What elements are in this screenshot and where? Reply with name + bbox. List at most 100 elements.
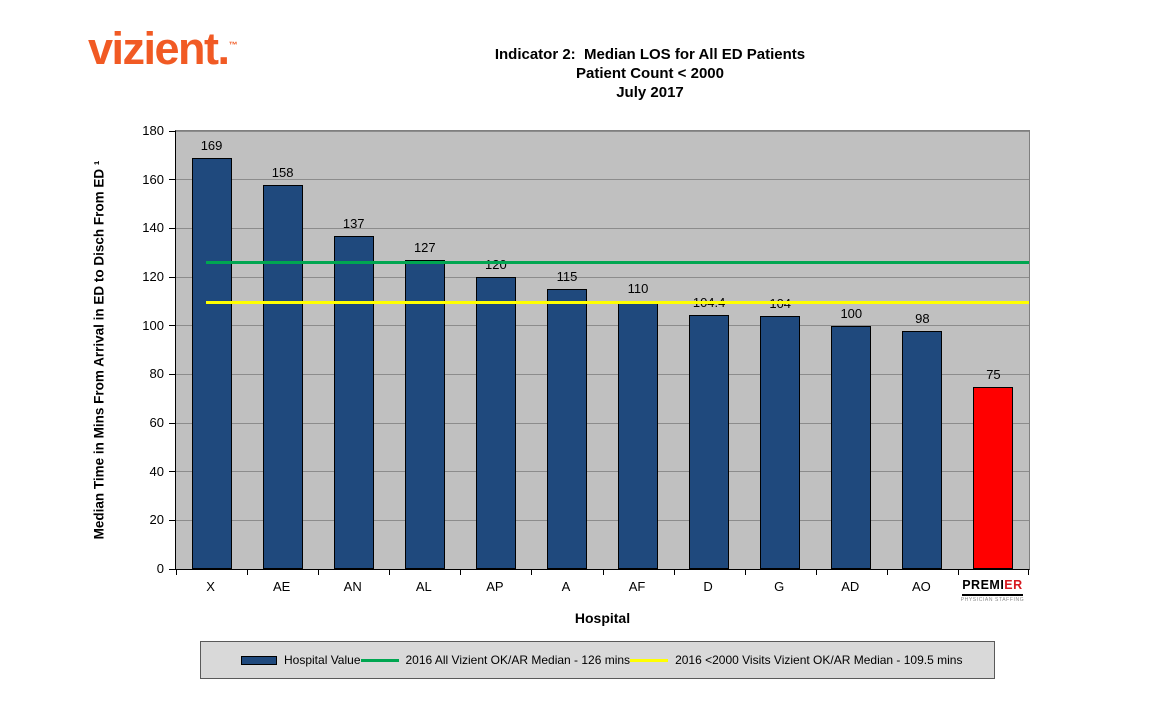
x-tick-mark	[744, 570, 746, 575]
vizient-logo-tm: ™	[228, 40, 238, 50]
x-tick-mark	[176, 570, 177, 575]
vizient-logo-text: vizient	[88, 23, 219, 74]
bar	[618, 301, 659, 569]
vizient-logo: vizient.™	[88, 26, 238, 71]
y-tick-label: 60	[149, 415, 164, 430]
y-tick-mark	[169, 325, 175, 327]
x-tick-label: AF	[628, 579, 646, 594]
x-tick-label: AE	[272, 579, 291, 594]
legend-line-swatch	[360, 658, 399, 662]
x-tick-mark	[531, 570, 533, 575]
chart-title: Indicator 2: Median LOS for All ED Patie…	[330, 45, 970, 102]
y-tick-label: 100	[142, 317, 164, 333]
legend-bar-swatch	[241, 655, 277, 665]
premier-logo: PREMIER PHYSICIAN STAFFING	[957, 577, 1028, 603]
bar-value-label: 158	[271, 164, 294, 180]
premier-logo-wordmark: PREMIER	[962, 579, 1023, 596]
x-tick-mark	[602, 570, 604, 575]
y-tick-mark	[169, 130, 175, 132]
x-tick-label: A	[561, 579, 571, 594]
y-tick-label: 120	[142, 269, 164, 284]
gridline	[176, 471, 1029, 473]
bar	[404, 259, 445, 569]
bar	[191, 157, 232, 569]
bar-value-label: 127	[413, 239, 436, 255]
y-axis-title: Median Time in Mins From Arrival in ED t…	[91, 160, 107, 540]
y-tick-mark	[169, 227, 175, 229]
x-tick-label: X	[206, 579, 215, 594]
bar-value-label: 98	[915, 310, 930, 326]
x-tick-mark	[815, 570, 817, 575]
reference-line-green	[206, 260, 1029, 264]
gridline	[176, 179, 1029, 181]
bar-value-label: 100	[840, 305, 863, 321]
bar-value-label: 137	[342, 215, 365, 231]
bar	[831, 325, 872, 569]
bar	[546, 289, 587, 569]
x-tick-mark	[460, 570, 462, 575]
x-tick-label: D	[703, 579, 713, 594]
chart-title-line3: July 2017	[616, 84, 684, 101]
gridline	[176, 130, 1029, 132]
y-tick-mark	[169, 519, 175, 521]
bar-value-label: 110	[627, 281, 649, 297]
y-tick-label: 160	[142, 171, 164, 187]
y-tick-label: 180	[142, 123, 164, 138]
y-tick-label: 80	[149, 366, 164, 382]
legend-label: Hospital Value	[284, 653, 361, 667]
legend: Hospital Value 2016 All Vizient OK/AR Med…	[200, 641, 995, 679]
plot-area: 169158137127120115110104.41041009875	[169, 130, 1030, 575]
x-tick-mark	[1028, 570, 1029, 575]
x-tick-label: AD	[841, 579, 860, 594]
x-tick-mark	[247, 570, 249, 575]
y-tick-label: 0	[156, 561, 164, 576]
reference-line-yellow	[206, 301, 1029, 305]
y-tick-mark	[169, 179, 175, 181]
gridline	[176, 422, 1029, 424]
legend-item: 2016 All Vizient OK/AR Median - 126 mins	[360, 653, 631, 667]
legend-item: Hospital Value	[241, 653, 361, 667]
bar	[760, 315, 801, 569]
y-tick-label: 20	[149, 512, 164, 528]
bar	[973, 386, 1014, 569]
y-axis: 0 20 40 60 80 100 120 140 160 180	[108, 123, 164, 576]
x-tick-mark	[389, 570, 391, 575]
y-tick-label: 140	[142, 220, 164, 236]
legend-item: 2016 <2000 Visits Vizient OK/AR Median -…	[630, 653, 962, 667]
x-tick-label: G	[774, 579, 785, 594]
gridline	[176, 276, 1029, 278]
x-tick-mark	[318, 570, 320, 575]
x-tick-label: AO	[911, 579, 931, 594]
gridline	[176, 373, 1029, 375]
bar-value-label: 120	[485, 257, 507, 272]
x-axis-title: Hospital	[574, 610, 631, 626]
x-tick-mark	[957, 570, 959, 575]
y-tick-mark	[169, 471, 175, 473]
bar	[333, 235, 374, 569]
x-tick-mark	[886, 570, 888, 575]
y-tick-mark	[169, 422, 175, 424]
y-tick-label: 40	[149, 463, 164, 479]
chart-title-line1: Indicator 2: Median LOS for All ED Patie…	[494, 46, 806, 63]
x-tick-label: AN	[343, 579, 362, 594]
bar	[475, 277, 516, 569]
chart-title-line2: Patient Count < 2000	[576, 65, 724, 82]
x-axis: X AE AN AL AP A AF D G AD AO PREMIER PHYSICIAN STAFF…	[175, 575, 1030, 611]
legend-label: 2016 All Vizient OK/AR Median - 126 mins	[405, 653, 631, 667]
x-tick-mark	[673, 570, 675, 575]
bar	[902, 330, 943, 569]
bar	[262, 184, 303, 569]
bar-value-label: 169	[200, 137, 223, 153]
gridline	[176, 325, 1029, 327]
x-tick-label: AL	[415, 579, 432, 594]
premier-logo-subtext: PHYSICIAN STAFFING	[960, 596, 1025, 603]
gridline	[176, 227, 1029, 229]
legend-label: 2016 <2000 Visits Vizient OK/AR Median -…	[675, 653, 963, 667]
y-tick-mark	[169, 276, 175, 278]
vizient-logo-dot: .	[217, 23, 231, 74]
x-tick-label: AP	[486, 579, 504, 594]
bar-value-label: 115	[556, 269, 578, 285]
bar	[689, 314, 730, 569]
y-tick-mark	[169, 568, 175, 570]
